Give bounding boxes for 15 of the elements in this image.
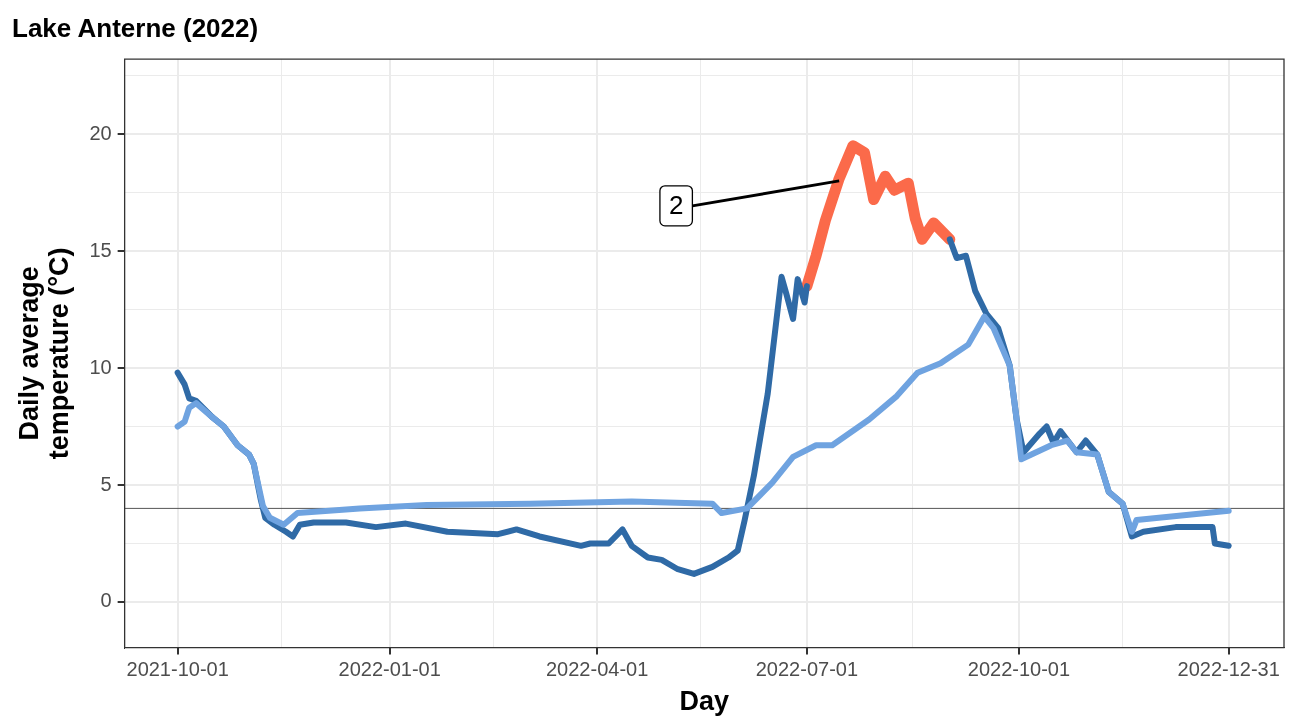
x-tick-label: 2022-04-01 <box>545 658 649 681</box>
annotation: 2 <box>668 190 684 221</box>
x-tick-label: 2021-10-01 <box>126 658 229 681</box>
x-tick-label: 2022-01-01 <box>338 658 441 681</box>
y-axis-title: Daily average temperature (°C) <box>14 247 74 460</box>
x-tick-label: 2022-10-01 <box>967 658 1071 681</box>
chart-title: Lake Anterne (2022) <box>12 12 259 43</box>
y-tick-label: 5 <box>100 472 112 495</box>
y-tick-label: 10 <box>89 355 112 378</box>
y-tick-label: 15 <box>89 238 112 261</box>
x-tick-label: 2022-12-31 <box>1177 658 1280 681</box>
y-tick-label: 0 <box>100 589 112 612</box>
y-tick-label: 20 <box>89 121 112 144</box>
x-tick-label: 2022-07-01 <box>755 658 859 681</box>
x-axis-title: Day <box>679 686 730 717</box>
